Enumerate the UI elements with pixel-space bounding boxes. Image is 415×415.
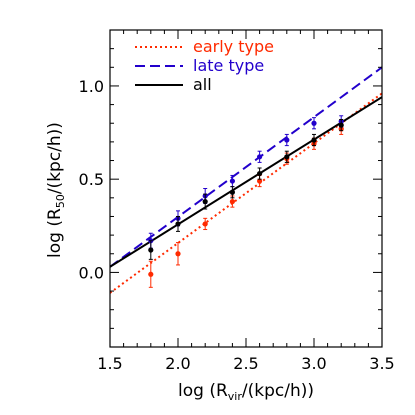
legend-item-early-type: early type bbox=[135, 37, 274, 56]
x-axis-title: log (Rvir/(kpc/h)) bbox=[178, 381, 314, 403]
plot-frame bbox=[109, 29, 383, 348]
y-tick-label: 0.0 bbox=[79, 263, 104, 282]
x-tick-label: 3.0 bbox=[301, 354, 326, 373]
x-tick-label: 1.5 bbox=[97, 354, 122, 373]
marker bbox=[175, 251, 181, 257]
marker bbox=[311, 120, 317, 126]
fit-line-late-type bbox=[110, 66, 382, 268]
data-point-late-type-4 bbox=[257, 150, 263, 163]
data-point-all-0 bbox=[148, 240, 154, 260]
marker bbox=[202, 198, 208, 205]
x-tick-label: 2.5 bbox=[233, 354, 258, 373]
data-point-early-type-0 bbox=[148, 260, 154, 288]
data-point-all-7 bbox=[338, 119, 344, 132]
x-tick-label: 2.0 bbox=[165, 354, 190, 373]
legend-item-all: all bbox=[135, 75, 212, 94]
y-tick-label: 0.5 bbox=[79, 170, 104, 189]
marker bbox=[311, 137, 317, 143]
data-point-early-type-1 bbox=[175, 242, 181, 266]
data-point-late-type-6 bbox=[311, 117, 317, 130]
data-point-all-1 bbox=[175, 215, 181, 232]
data-point-all-4 bbox=[257, 167, 263, 180]
data-point-late-type-5 bbox=[284, 133, 290, 147]
data-point-all-3 bbox=[229, 186, 235, 199]
marker bbox=[284, 137, 290, 143]
plot-area bbox=[110, 66, 382, 294]
marker bbox=[257, 154, 263, 160]
data-point-all-5 bbox=[284, 150, 290, 163]
marker bbox=[175, 221, 181, 227]
legend-label: early type bbox=[193, 37, 274, 56]
axes: 1.5 2.0 2.5 3.0 3.5 0.0 0.5 1.0 bbox=[79, 29, 395, 373]
data-point-late-type-3 bbox=[229, 174, 235, 188]
marker bbox=[257, 178, 263, 184]
marker bbox=[148, 247, 154, 253]
marker bbox=[338, 122, 344, 128]
data-point-early-type-2 bbox=[202, 217, 208, 231]
legend-item-late-type: late type bbox=[135, 56, 264, 75]
x-tick-label: 3.5 bbox=[369, 354, 394, 373]
marker bbox=[148, 271, 154, 277]
marker bbox=[257, 170, 263, 177]
marker bbox=[284, 154, 290, 160]
marker bbox=[229, 198, 235, 205]
marker bbox=[229, 178, 235, 184]
data-point-all-2 bbox=[202, 193, 208, 210]
fit-line-all bbox=[110, 96, 382, 268]
y-axis-title: log (R50/(kpc/h)) bbox=[45, 122, 67, 258]
marker bbox=[202, 221, 208, 227]
legend-label: late type bbox=[193, 56, 264, 75]
fit-line-early-type bbox=[110, 92, 382, 294]
y-tick-label: 1.0 bbox=[79, 77, 104, 96]
data-point-all-6 bbox=[311, 133, 317, 147]
marker bbox=[229, 189, 235, 195]
legend-label: all bbox=[193, 75, 212, 94]
